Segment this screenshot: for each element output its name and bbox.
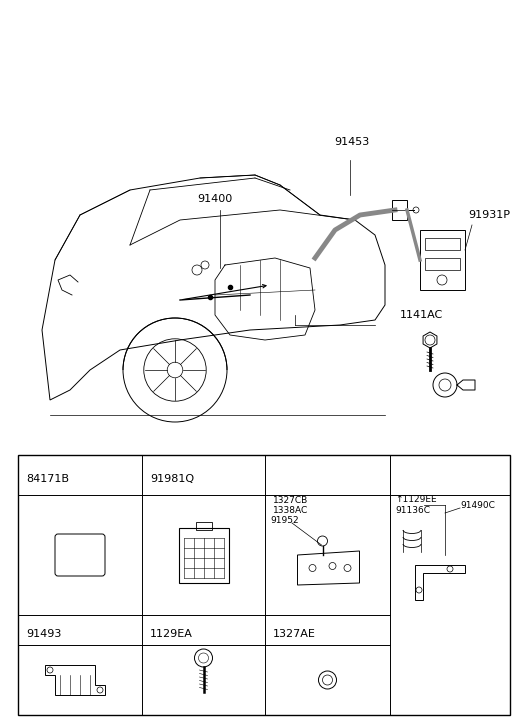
Text: 1141AC: 1141AC xyxy=(400,310,443,320)
Text: 1338AC: 1338AC xyxy=(273,506,308,515)
Bar xyxy=(195,522,212,530)
Bar xyxy=(425,238,460,250)
Bar xyxy=(18,455,510,715)
Text: 91952: 91952 xyxy=(270,516,298,525)
Text: ↑1129EE: ↑1129EE xyxy=(395,495,437,504)
Text: 91400: 91400 xyxy=(197,194,232,204)
Text: 91931P: 91931P xyxy=(468,210,510,220)
Bar xyxy=(392,200,407,220)
Bar xyxy=(179,528,229,583)
Text: 91453: 91453 xyxy=(334,137,369,147)
Text: 1129EA: 1129EA xyxy=(150,629,193,639)
Text: 91136C: 91136C xyxy=(395,506,430,515)
Text: 91490C: 91490C xyxy=(460,501,495,510)
Bar xyxy=(420,230,465,290)
Text: 91493: 91493 xyxy=(26,629,61,639)
Text: 1327AE: 1327AE xyxy=(273,629,316,639)
Text: 84171B: 84171B xyxy=(26,474,69,484)
Text: 91981Q: 91981Q xyxy=(150,474,194,484)
Text: 1327CB: 1327CB xyxy=(273,496,308,505)
Bar xyxy=(425,258,460,270)
